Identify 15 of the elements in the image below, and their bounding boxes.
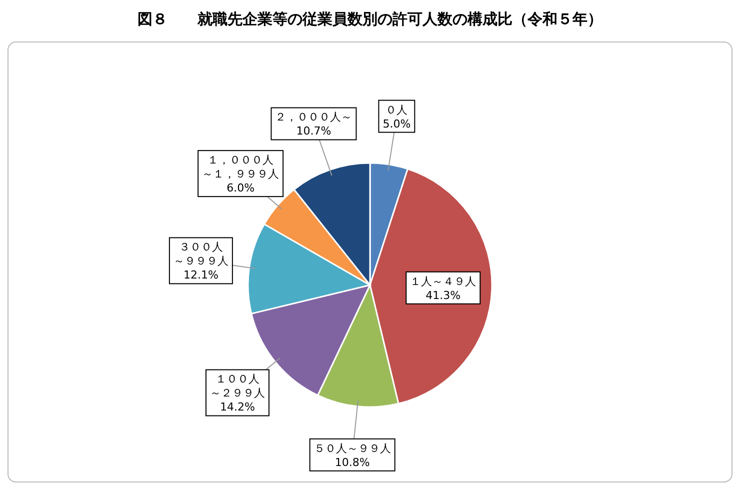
- chart-title: 図８ 就職先企業等の従業員数別の許可人数の構成比（令和５年）: [138, 10, 602, 28]
- slice-label: ２，０００人～: [275, 110, 352, 124]
- data-label: 14.2%: [220, 400, 255, 414]
- slice-label: １，０００人～１，９９９人: [202, 154, 280, 181]
- slice-label: ０人: [386, 103, 408, 116]
- data-label: 5.0%: [382, 117, 411, 130]
- data-label: 10.7%: [296, 124, 332, 138]
- data-label: 6.0%: [226, 182, 255, 195]
- data-label: 10.8%: [334, 456, 370, 469]
- data-label: 12.1%: [183, 268, 218, 282]
- slice-label: ３００人～９９９人: [173, 240, 228, 268]
- slice-label: １人～４９人: [410, 274, 476, 288]
- slice-label: １００人～２９９人: [210, 372, 265, 400]
- slice-label: ５０人～９９人: [314, 442, 391, 455]
- data-label: 41.3%: [426, 288, 461, 302]
